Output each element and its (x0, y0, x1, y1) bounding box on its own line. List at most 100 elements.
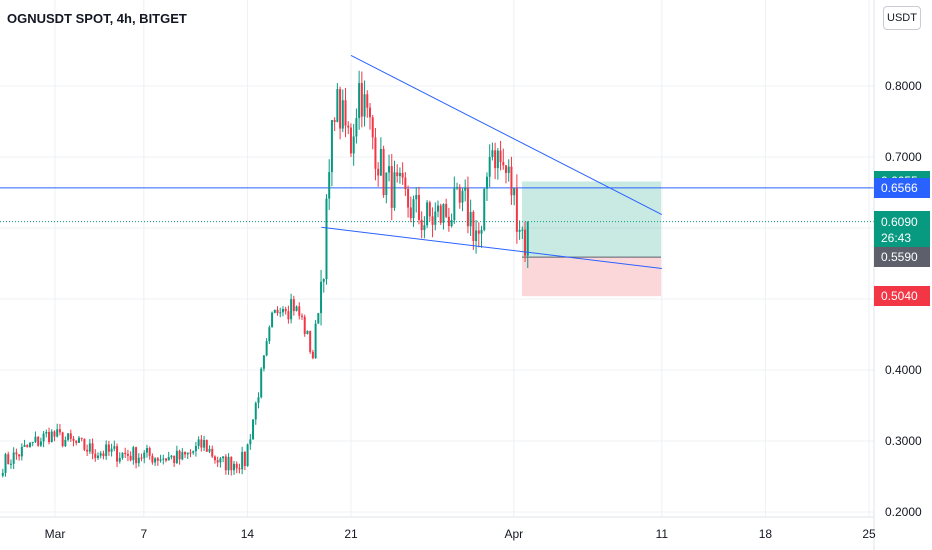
candle-body (121, 452, 124, 458)
x-tick-label: Mar (45, 527, 66, 541)
candle-body (4, 454, 7, 473)
symbol-title: OGNUSDT SPOT, 4h, BITGET (7, 11, 187, 26)
candle-body (284, 309, 287, 312)
candle-body (311, 351, 314, 359)
candle-body (521, 229, 524, 231)
candle-body (99, 453, 102, 456)
candle-body (64, 439, 67, 447)
y-tick-label: 0.7000 (885, 150, 922, 164)
candle-body (426, 202, 429, 226)
candle-body (211, 448, 214, 457)
candle-body (276, 309, 279, 314)
candle-body (271, 312, 274, 328)
candle-body (69, 433, 72, 439)
candle-body (513, 188, 516, 196)
candle-body (39, 441, 42, 446)
position-zones (522, 181, 661, 297)
candle-body (197, 439, 200, 446)
candle-body (205, 439, 208, 452)
candle-body (83, 438, 86, 450)
candle-body (456, 187, 459, 189)
candle-body (42, 433, 45, 442)
candle-body (252, 419, 255, 440)
candle-body (301, 315, 303, 317)
candle-body (167, 457, 170, 461)
candle-body (510, 166, 513, 196)
candle-body (477, 230, 480, 234)
candle-body (235, 463, 238, 469)
candle-body (317, 313, 320, 324)
candle-body (518, 230, 521, 232)
candle-body (165, 458, 167, 461)
y-tick-label: 0.2000 (885, 505, 922, 519)
candle-body (159, 459, 162, 461)
candle-body (53, 431, 56, 437)
candle-body (194, 445, 197, 452)
candle-body (135, 447, 138, 464)
x-tick-label: 7 (140, 527, 147, 541)
entry-price-tag: 0.5590 (874, 247, 930, 268)
x-tick-label: 11 (656, 527, 669, 541)
trendline-lower[interactable] (321, 226, 662, 269)
candle-body (219, 458, 222, 463)
candle-body (450, 219, 453, 227)
candle-body (94, 453, 97, 459)
last-price-value: 0.6090 (881, 214, 918, 229)
candle-body (439, 205, 442, 223)
candle-body (445, 204, 448, 217)
candle-body (292, 299, 295, 312)
candle-body (105, 444, 108, 457)
candle-body (102, 453, 105, 457)
candle-body (18, 454, 21, 457)
candle-body (505, 165, 507, 173)
candle-body (143, 452, 146, 459)
candle-body (279, 312, 282, 314)
candle-body (404, 177, 407, 189)
candle-body (222, 456, 225, 459)
loss-zone (522, 257, 661, 297)
candle-body (151, 455, 154, 463)
candle-body (295, 306, 298, 312)
candle-body (23, 444, 26, 447)
trendlines[interactable] (321, 55, 663, 269)
candle-body (241, 452, 244, 470)
candle-body (227, 456, 230, 471)
candle-body (97, 455, 99, 459)
candle-body (80, 437, 83, 439)
candle-body (56, 429, 59, 437)
candle-body (491, 150, 494, 158)
candle-body (170, 455, 173, 458)
candle-body (393, 172, 396, 208)
candle-body (341, 100, 344, 129)
candle-body (12, 452, 15, 464)
candle-body (483, 188, 486, 230)
candle-body (189, 452, 192, 454)
candle-body (469, 211, 472, 227)
candle-body (515, 188, 518, 232)
candle-body (173, 455, 176, 464)
candle-body (507, 166, 510, 173)
candle-body (298, 306, 301, 316)
candle-body (273, 309, 276, 313)
y-tick-label: 0.4000 (885, 363, 922, 377)
trendline-upper[interactable] (350, 55, 663, 215)
candle-body (268, 327, 271, 342)
candle-body (303, 316, 306, 335)
candle-body (417, 195, 420, 220)
candle-body (431, 216, 434, 225)
candle-body (37, 436, 40, 446)
candle-body (1, 472, 4, 476)
candle-body (390, 166, 393, 208)
candle-body (15, 452, 18, 455)
bar-countdown: 26:43 (881, 230, 912, 245)
candle-body (344, 100, 347, 126)
currency-button[interactable]: USDT (883, 6, 921, 30)
candle-body (480, 229, 483, 234)
candle-body (464, 187, 467, 191)
candle-body (369, 107, 371, 118)
candle-body (72, 438, 75, 441)
candle-body (208, 448, 211, 452)
candle-body (116, 446, 119, 462)
candle-body (132, 447, 135, 461)
